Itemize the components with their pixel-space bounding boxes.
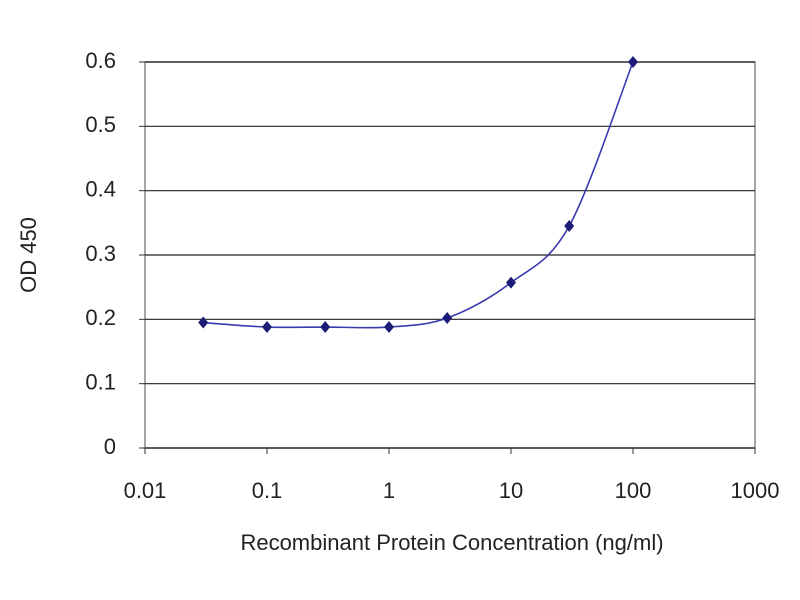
y-tick-label: 0: [104, 434, 116, 459]
point: [506, 276, 516, 289]
y-tick-label: 0.1: [85, 369, 116, 394]
point: [628, 56, 638, 68]
x-tick-label: 0.01: [124, 478, 167, 503]
point: [198, 316, 209, 329]
x-tick-label: 1: [383, 478, 395, 503]
y-tick-label: 0.3: [85, 241, 116, 266]
y-tick-label: 0.6: [85, 48, 116, 73]
x-tick-label: 0.1: [252, 478, 283, 503]
y-tick-label: 0.2: [85, 305, 116, 330]
point: [320, 321, 331, 334]
x-tick-label: 1000: [731, 478, 780, 503]
y-axis-title: OD 450: [16, 217, 41, 293]
point: [262, 321, 272, 334]
point: [384, 321, 394, 334]
point: [442, 312, 453, 325]
x-axis-title: Recombinant Protein Concentration (ng/ml…: [240, 530, 663, 555]
x-tick-label: 10: [499, 478, 523, 503]
y-tick-label: 0.5: [85, 112, 116, 137]
x-tick-label: 100: [615, 478, 652, 503]
point: [564, 220, 575, 233]
y-tick-label: 0.4: [85, 176, 116, 201]
